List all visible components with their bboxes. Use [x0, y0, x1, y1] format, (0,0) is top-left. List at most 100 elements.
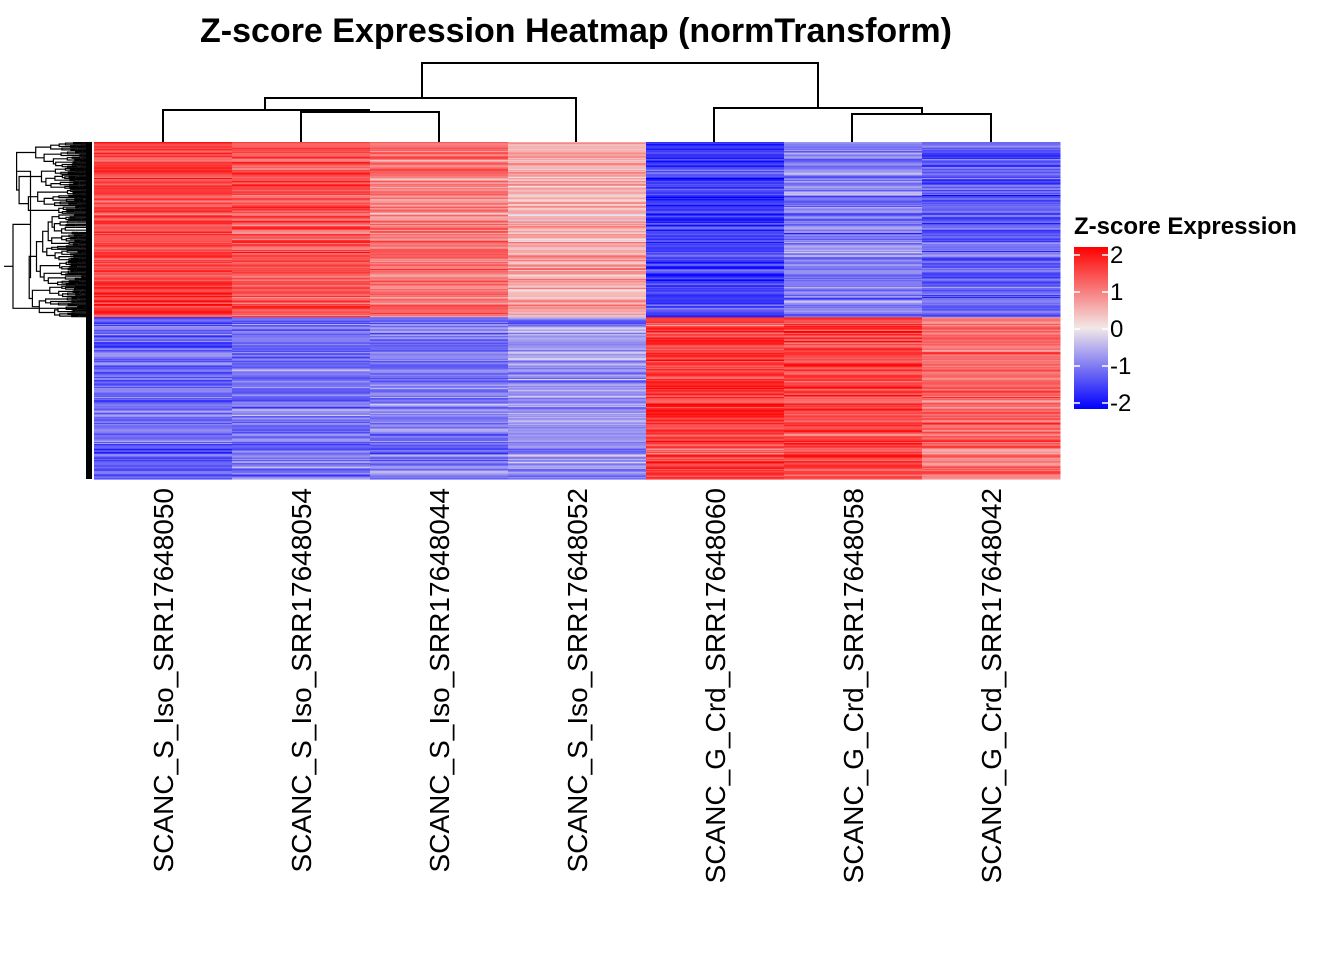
heatmap-cell — [508, 334, 647, 336]
heatmap-cell — [784, 274, 923, 277]
heatmap-cell — [232, 322, 371, 325]
heatmap-cell — [922, 426, 1061, 428]
heatmap-cell — [370, 337, 509, 340]
heatmap-cell — [784, 429, 923, 432]
heatmap-cell — [508, 282, 647, 285]
heatmap-cell — [922, 308, 1061, 310]
heatmap-cell — [646, 429, 785, 432]
heatmap-cell — [922, 216, 1061, 218]
heatmap-cell — [784, 465, 923, 468]
heatmap-cell — [232, 386, 371, 389]
heatmap-cell — [646, 164, 785, 167]
heatmap-cell — [232, 397, 371, 399]
heatmap-cell — [508, 393, 647, 396]
heatmap-cell — [784, 208, 923, 210]
heatmap-cell — [646, 243, 785, 245]
heatmap-cell — [508, 459, 647, 462]
column-label: SCANC_S_Iso_SRR17648054 — [286, 488, 317, 872]
heatmap-cell — [784, 231, 923, 234]
heatmap-cell — [784, 238, 923, 241]
heatmap-cell — [784, 244, 923, 246]
heatmap-cell — [232, 210, 371, 213]
heatmap-cell — [232, 291, 371, 294]
heatmap-cell — [784, 281, 923, 284]
heatmap-cell — [94, 182, 233, 185]
heatmap-cell — [508, 447, 647, 450]
heatmap-cell — [646, 414, 785, 417]
heatmap-cell — [94, 166, 233, 169]
heatmap-cell — [370, 267, 509, 270]
heatmap-cell — [508, 184, 647, 187]
heatmap-cell — [646, 265, 785, 268]
heatmap-cell — [508, 399, 647, 401]
heatmap-cell — [922, 172, 1061, 175]
heatmap-cell — [508, 343, 647, 345]
heatmap-cell — [232, 354, 371, 357]
heatmap-cell — [94, 314, 233, 317]
heatmap-cell — [508, 327, 647, 330]
heatmap-cell — [94, 472, 233, 474]
heatmap-cell — [232, 402, 371, 405]
heatmap-cell — [784, 267, 923, 270]
heatmap-cell — [646, 385, 785, 388]
heatmap-cell — [646, 395, 785, 398]
heatmap-cell — [508, 179, 647, 181]
heatmap-cell — [784, 423, 923, 426]
heatmap-cell — [646, 397, 785, 399]
heatmap-cell — [922, 401, 1061, 404]
heatmap-cell — [922, 376, 1061, 379]
heatmap-cell — [232, 318, 371, 321]
heatmap-cell — [784, 477, 923, 480]
heatmap-cell — [370, 226, 509, 228]
heatmap-cell — [508, 301, 647, 304]
heatmap-cell — [646, 159, 785, 162]
heatmap-cell — [232, 198, 371, 200]
row-dendro-link — [72, 290, 82, 293]
heatmap-cell — [646, 354, 785, 357]
heatmap-cell — [94, 291, 233, 294]
heatmap-cell — [370, 456, 509, 459]
heatmap-cell — [232, 310, 371, 313]
heatmap-cell — [94, 198, 233, 200]
heatmap-cell — [232, 414, 371, 417]
heatmap-cell — [94, 306, 233, 308]
heatmap-cell — [94, 377, 233, 380]
heatmap-cell — [508, 170, 647, 172]
heatmap-cell — [370, 362, 509, 364]
heatmap-cell — [784, 393, 923, 396]
heatmap-cell — [232, 372, 371, 374]
heatmap-cell — [370, 376, 509, 379]
legend-tick-label: -2 — [1110, 390, 1131, 417]
heatmap-cell — [370, 450, 509, 453]
heatmap-cell — [922, 155, 1061, 158]
heatmap-cell — [370, 341, 509, 344]
heatmap-cell — [646, 304, 785, 307]
heatmap-cell — [94, 408, 233, 410]
heatmap-cell — [508, 298, 647, 300]
heatmap-cell — [646, 308, 785, 310]
heatmap-cell — [508, 280, 647, 282]
heatmap-cell — [508, 258, 647, 261]
heatmap-cell — [370, 272, 509, 275]
heatmap-cell — [232, 243, 371, 245]
heatmap-cell — [94, 365, 233, 368]
heatmap-cell — [232, 474, 371, 477]
heatmap-cell — [232, 447, 371, 450]
heatmap-cell — [646, 422, 785, 425]
heatmap-cell — [922, 208, 1061, 210]
heatmap-cell — [784, 358, 923, 361]
heatmap-cell — [94, 285, 233, 288]
heatmap-cell — [646, 237, 785, 240]
heatmap-cell — [232, 217, 371, 219]
heatmap-cell — [370, 394, 509, 397]
heatmap-cell — [94, 189, 233, 191]
heatmap-cell — [508, 290, 647, 292]
heatmap-cell — [508, 373, 647, 376]
heatmap-cell — [646, 240, 785, 243]
heatmap-cell — [922, 159, 1061, 162]
heatmap-cell — [232, 270, 371, 272]
heatmap-cell — [646, 431, 785, 434]
heatmap-cell — [94, 231, 233, 234]
heatmap-cell — [94, 203, 233, 206]
heatmap-cell — [94, 375, 233, 378]
